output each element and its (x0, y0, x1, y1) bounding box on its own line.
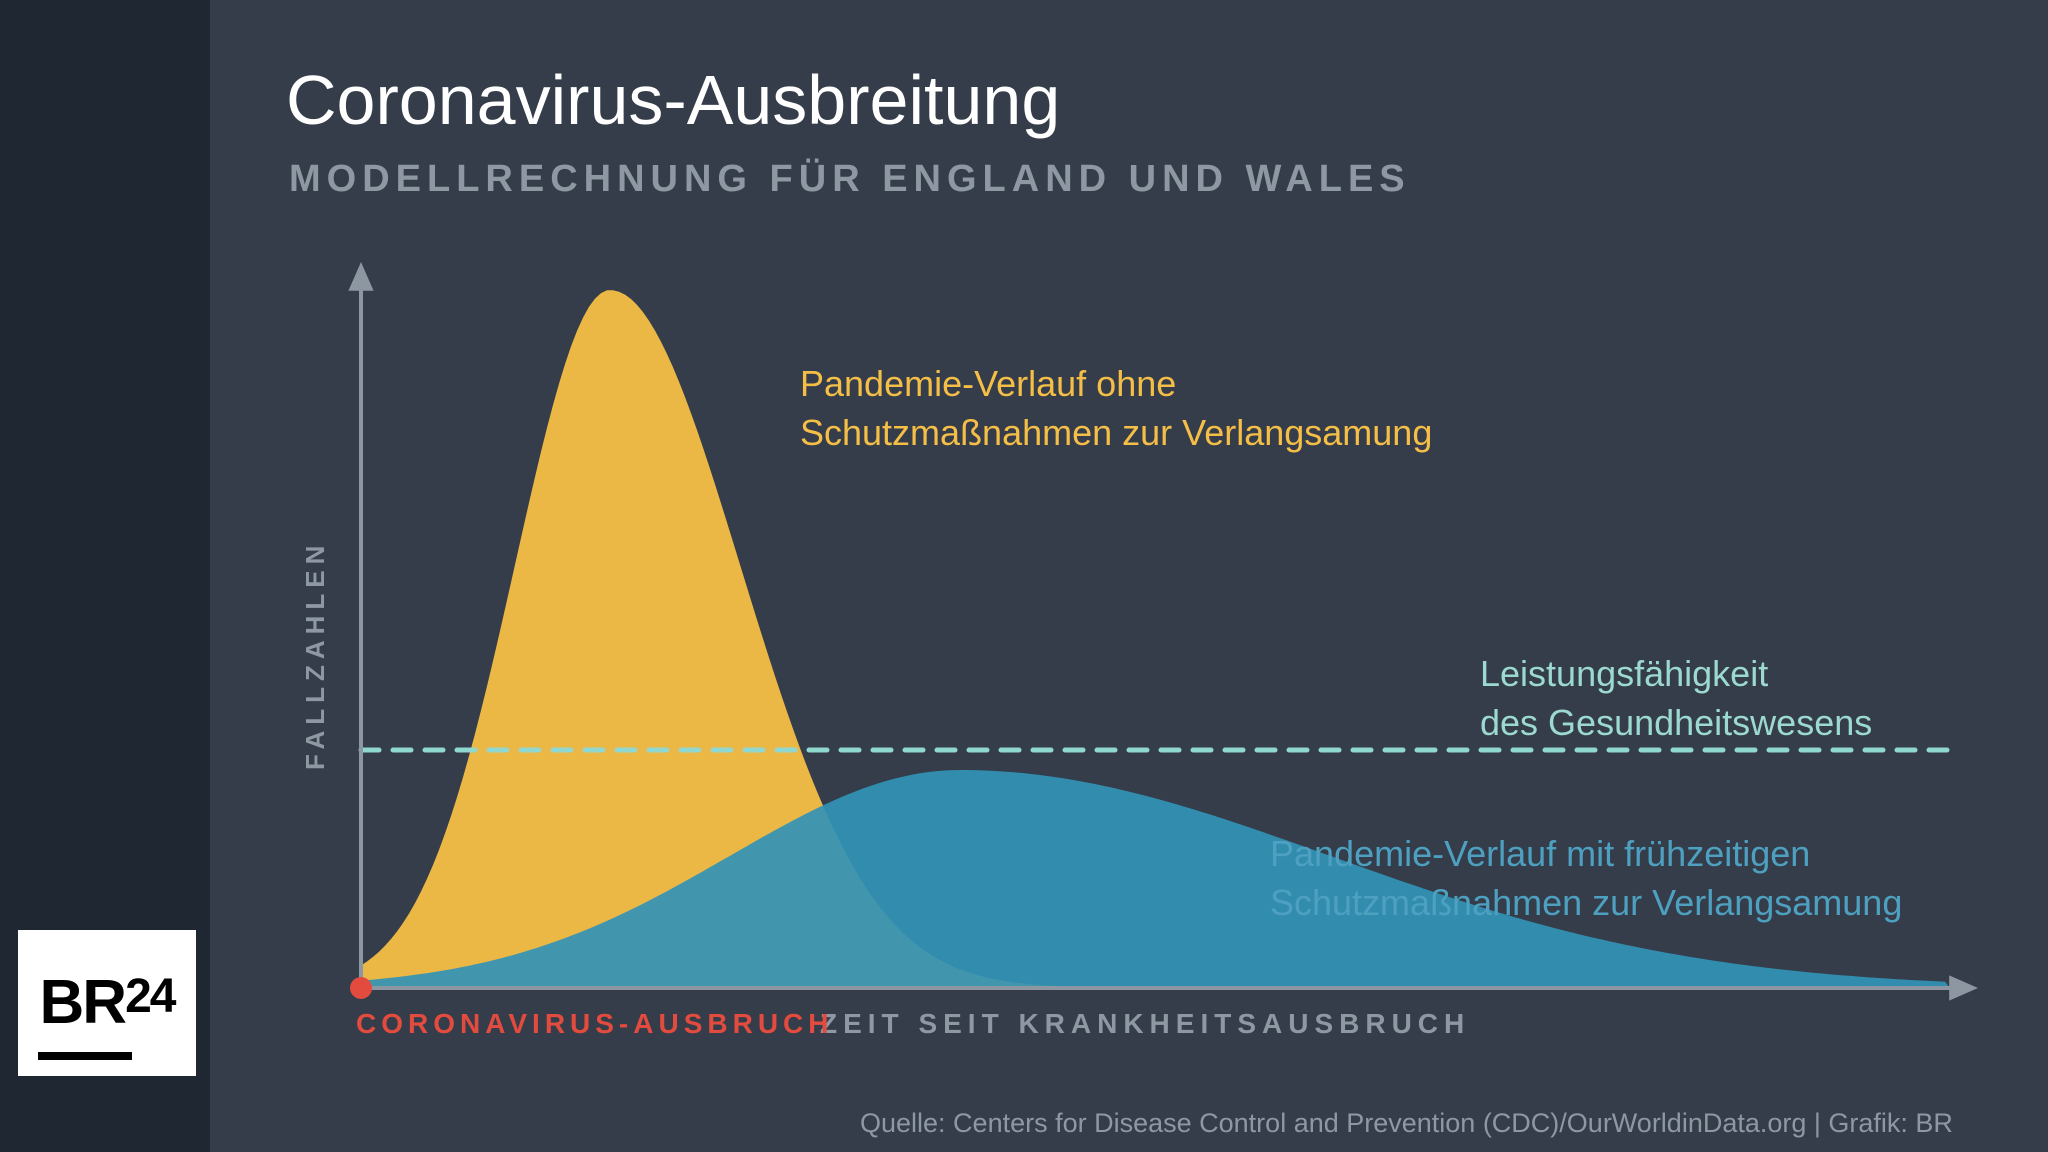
outbreak-label: CORONAVIRUS-AUSBRUCH (356, 1008, 833, 1040)
annotation-curve-b-line1: Pandemie-Verlauf mit frühzeitigen (1270, 833, 1810, 874)
annotation-curve-a: Pandemie-Verlauf ohne Schutzmaßnahmen zu… (800, 360, 1432, 457)
source-credit: Quelle: Centers for Disease Control and … (860, 1108, 1953, 1139)
outbreak-dot (350, 977, 372, 999)
annotation-curve-a-line1: Pandemie-Verlauf ohne (800, 363, 1176, 404)
x-axis-label: ZEIT SEIT KRANKHEITSAUSBRUCH (820, 1008, 1470, 1040)
br24-logo: BR24 (18, 930, 196, 1076)
capacity-label-line2: des Gesundheitswesens (1480, 702, 1872, 743)
annotation-curve-b-line2: Schutzmaßnahmen zur Verlangsamung (1270, 882, 1902, 923)
y-axis-label: FALLZAHLEN (300, 540, 331, 770)
capacity-label: Leistungsfähigkeit des Gesundheitswesens (1480, 650, 1872, 747)
logo-br-text: BR (40, 972, 126, 1034)
annotation-curve-a-line2: Schutzmaßnahmen zur Verlangsamung (800, 412, 1432, 453)
capacity-label-line1: Leistungsfähigkeit (1480, 653, 1768, 694)
logo-underline (38, 1052, 132, 1060)
logo-24-text: 24 (125, 973, 174, 1021)
annotation-curve-b: Pandemie-Verlauf mit frühzeitigen Schutz… (1270, 830, 1902, 927)
